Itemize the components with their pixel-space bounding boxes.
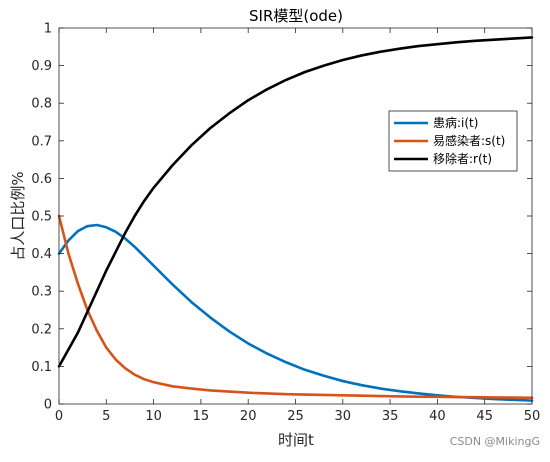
y-tick-label: 1 [44,22,52,37]
legend-label-3: 移除者:r(t) [433,151,492,166]
series-layer [57,36,534,402]
legend-label-1: 患病:i(t) [433,115,478,130]
x-tick-label: 50 [524,409,541,424]
y-tick-label: 0 [44,398,52,413]
x-tick-label: 35 [382,409,399,424]
series-line-2 [57,214,534,400]
y-tick-label: 0.4 [31,247,52,262]
legend: 患病:i(t) 易感染者:s(t) 移除者:r(t) [388,110,518,172]
y-tick-label: 0.6 [31,172,52,187]
y-tick-label: 0.1 [31,360,52,375]
y-tick-label: 0.8 [31,97,52,112]
y-tick-label: 0.5 [31,210,52,225]
x-tick-label: 25 [287,409,304,424]
x-tick-label: 5 [102,409,110,424]
y-tick-label: 0.2 [31,322,52,337]
y-axis-label: 占人口比例% [9,171,27,260]
x-tick-label: 20 [240,409,257,424]
x-axis-label: 时间t [278,431,314,449]
x-tick-label: 15 [193,409,210,424]
plot-area [59,28,532,404]
y-tick-label: 0.3 [31,285,52,300]
series-line-3 [57,36,534,368]
series-line-1 [57,223,534,402]
x-tick-label: 0 [55,409,63,424]
y-tick-label: 0.7 [31,134,52,149]
axes-layer: 0 5 10 15 20 25 30 35 40 45 50 0 0.1 0.2 0.3 0.4 0.5 0.6 0… [31,22,540,425]
x-tick-label: 40 [429,409,446,424]
plot-background [59,28,532,404]
x-tick-label: 45 [476,409,493,424]
y-tick-label: 0.9 [31,59,52,74]
x-tick-label: 30 [335,409,352,424]
x-tick-label: 10 [145,409,162,424]
chart-title: SIR模型(ode) [249,7,343,25]
legend-label-2: 易感染者:s(t) [433,133,505,148]
watermark-text: CSDN @MikingG [450,435,540,448]
